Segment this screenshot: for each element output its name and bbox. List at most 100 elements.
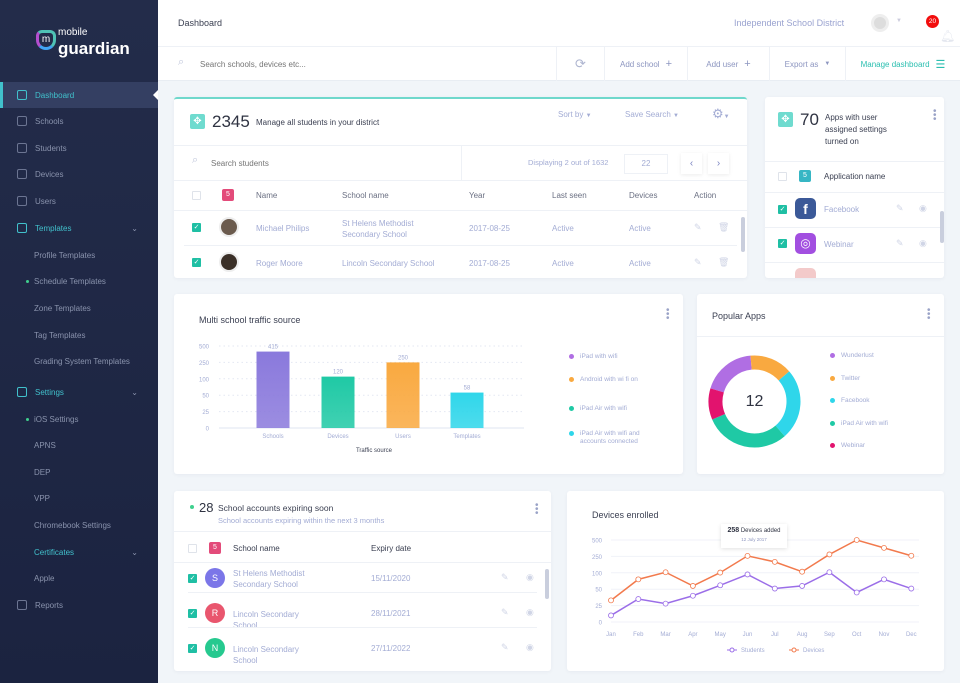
move-icon[interactable]: ✥ (190, 114, 205, 129)
edit-icon[interactable]: ✎ (694, 222, 702, 232)
eye-icon[interactable]: ◉ (526, 607, 534, 617)
col-school-name[interactable]: School name (233, 544, 280, 553)
sidebar: m mobile guardian Dashboard Schools Studen… (0, 0, 158, 683)
bell-icon[interactable]: 🔔︎ (940, 29, 956, 43)
search-students-input[interactable] (211, 156, 451, 170)
data-point (799, 583, 806, 589)
col-devices[interactable]: Devices (629, 191, 658, 200)
sidebar-item-label: Grading System Templates (34, 356, 130, 366)
col-application-name[interactable]: Application name (824, 172, 886, 181)
sidebar-item-reports[interactable]: Reports (0, 592, 158, 618)
sidebar-item-schools[interactable]: Schools (0, 108, 158, 134)
row-checkbox[interactable]: ✓ (192, 258, 201, 267)
x-tick-label: Templates (453, 434, 480, 440)
sidebar-item-schedule-templates[interactable]: Schedule Templates (0, 268, 158, 294)
sidebar-item-vpp[interactable]: VPP (0, 485, 158, 511)
sidebar-item-label: APNS (34, 440, 56, 450)
eye-icon[interactable]: ◉ (919, 238, 927, 248)
sidebar-item-ios-settings[interactable]: iOS Settings (0, 406, 158, 432)
sidebar-item-grading-system-templates[interactable]: Grading System Templates (0, 348, 158, 374)
bar-value-label: 250 (398, 355, 409, 361)
col-school[interactable]: School name (342, 191, 389, 200)
data-point (826, 569, 833, 576)
sidebar-item-chromebook-settings[interactable]: Chromebook Settings (0, 512, 158, 538)
app-name[interactable]: Facebook (824, 205, 860, 214)
row-checkbox[interactable]: ✓ (192, 223, 201, 232)
edit-icon[interactable]: ✎ (896, 238, 904, 248)
export-dropdown[interactable]: Export as ▼ (769, 47, 845, 81)
trash-icon[interactable]: 🗑︎ (718, 222, 730, 232)
sidebar-item-dep[interactable]: DEP (0, 459, 158, 485)
sidebar-item-certificates[interactable]: Certificates ⌄ (0, 539, 158, 565)
chevron-down-icon[interactable]: ⌄ (131, 547, 138, 557)
app-name[interactable]: Webinar (824, 240, 854, 249)
chevron-down-icon[interactable]: ⌄ (131, 223, 138, 233)
select-all-checkbox[interactable] (192, 191, 201, 200)
user-avatar[interactable] (871, 14, 889, 32)
select-all-checkbox[interactable] (778, 172, 787, 181)
district-selector[interactable]: Independent School District (734, 18, 845, 28)
col-last-seen[interactable]: Last seen (552, 191, 587, 200)
scrollbar[interactable] (545, 569, 549, 599)
row-checkbox[interactable]: ✓ (188, 644, 197, 653)
sidebar-item-templates[interactable]: Templates ⌄ (0, 215, 158, 241)
col-name[interactable]: Name (256, 191, 278, 200)
col-year[interactable]: Year (469, 191, 486, 200)
row-checkbox[interactable]: ✓ (778, 239, 787, 248)
sidebar-item-users[interactable]: Users (0, 188, 158, 214)
template-icon (17, 223, 27, 233)
prev-page-button[interactable]: ‹ (681, 153, 702, 174)
manage-dashboard-label: Manage dashboard (860, 59, 930, 69)
sidebar-item-apns[interactable]: APNS (0, 432, 158, 458)
eye-icon[interactable]: ◉ (526, 572, 534, 582)
chevron-down-icon[interactable]: ▼ (896, 18, 902, 24)
student-name[interactable]: Michael Philips (256, 224, 310, 233)
more-menu-icon[interactable]: • • • (927, 305, 931, 324)
sidebar-item-zone-templates[interactable]: Zone Templates (0, 295, 158, 321)
move-icon[interactable]: ✥ (778, 112, 793, 127)
sort-by-dropdown[interactable]: Sort by ▼ (558, 110, 592, 119)
sidebar-item-tag-templates[interactable]: Tag Templates (0, 322, 158, 348)
more-menu-icon[interactable]: • • • (933, 106, 937, 125)
settings-dropdown[interactable]: ⚙▼ (712, 106, 730, 122)
add-user-button[interactable]: Add user + (687, 47, 769, 81)
edit-icon[interactable]: ✎ (501, 572, 509, 582)
global-search-input[interactable] (200, 56, 540, 72)
school-name[interactable]: Lincoln Secondary School (233, 645, 299, 665)
sidebar-item-students[interactable]: Students (0, 135, 158, 161)
student-name[interactable]: Roger Moore (256, 259, 303, 268)
school-name[interactable]: St Helens Methodist Secondary School (233, 569, 305, 589)
more-menu-icon[interactable]: • • • (535, 500, 539, 519)
refresh-button[interactable]: ⟳ (556, 47, 604, 81)
scrollbar[interactable] (741, 217, 745, 252)
save-search-dropdown[interactable]: Save Search ▼ (625, 110, 679, 119)
scrollbar[interactable] (940, 211, 944, 243)
sidebar-item-dashboard[interactable]: Dashboard (0, 82, 158, 108)
tooltip-value: 258 (727, 527, 740, 534)
eye-icon[interactable]: ◉ (526, 642, 534, 652)
row-checkbox[interactable]: ✓ (778, 205, 787, 214)
edit-icon[interactable]: ✎ (501, 642, 509, 652)
trash-icon[interactable]: 🗑︎ (718, 257, 730, 267)
eye-icon[interactable]: ◉ (919, 203, 927, 213)
sidebar-item-devices[interactable]: Devices (0, 161, 158, 187)
sidebar-item-settings[interactable]: Settings ⌄ (0, 379, 158, 405)
layout-icon (17, 90, 27, 100)
next-page-button[interactable]: › (708, 153, 729, 174)
more-menu-icon[interactable]: • • • (666, 305, 670, 324)
add-school-button[interactable]: Add school + (604, 47, 687, 81)
row-checkbox[interactable]: ✓ (188, 609, 197, 618)
page-input[interactable]: 22 (624, 154, 668, 174)
school-name[interactable]: Lincoln Secondary School (233, 610, 299, 630)
expiry-date: 27/11/2022 (371, 644, 411, 653)
manage-dashboard-button[interactable]: Manage dashboard ☰ (845, 47, 960, 81)
edit-icon[interactable]: ✎ (694, 257, 702, 267)
row-checkbox[interactable]: ✓ (188, 574, 197, 583)
chevron-down-icon[interactable]: ⌄ (131, 387, 138, 397)
edit-icon[interactable]: ✎ (501, 607, 509, 617)
edit-icon[interactable]: ✎ (896, 203, 904, 213)
select-all-checkbox[interactable] (188, 544, 197, 553)
col-expiry-date[interactable]: Expiry date (371, 544, 412, 553)
sidebar-item-profile-templates[interactable]: Profile Templates (0, 242, 158, 268)
sidebar-item-apple[interactable]: Apple (0, 565, 158, 591)
